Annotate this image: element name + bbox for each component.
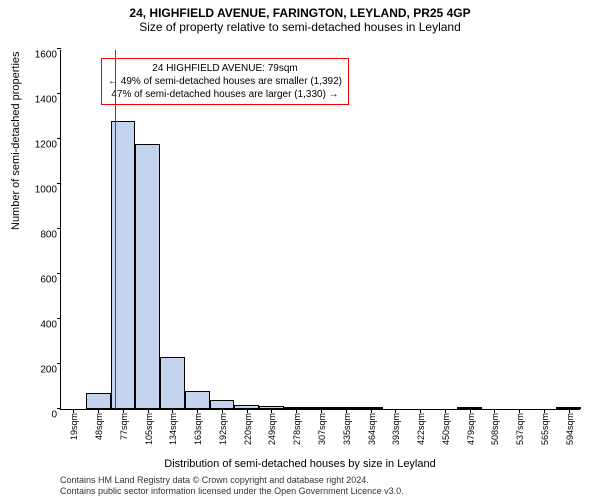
y-tick-label: 200 bbox=[40, 365, 61, 376]
x-tick-label: 220sqm bbox=[241, 413, 253, 445]
annotation-line1: 24 HIGHFIELD AVENUE: 79sqm bbox=[108, 62, 342, 75]
y-tick-label: 1200 bbox=[35, 140, 61, 151]
histogram-bar bbox=[259, 406, 284, 409]
x-tick-label: 393sqm bbox=[389, 413, 401, 445]
property-marker-line bbox=[115, 50, 116, 409]
x-tick-label: 105sqm bbox=[142, 413, 154, 445]
x-tick-label: 537sqm bbox=[513, 413, 525, 445]
x-tick-label: 307sqm bbox=[315, 413, 327, 445]
x-tick-label: 278sqm bbox=[290, 413, 302, 445]
y-tick-label: 600 bbox=[40, 275, 61, 286]
y-tick-label: 400 bbox=[40, 320, 61, 331]
annotation-box: 24 HIGHFIELD AVENUE: 79sqm ← 49% of semi… bbox=[101, 58, 349, 105]
histogram-bar bbox=[309, 407, 334, 409]
x-axis-label: Distribution of semi-detached houses by … bbox=[0, 458, 600, 470]
y-tick-mark bbox=[57, 228, 61, 229]
x-tick-label: 479sqm bbox=[464, 413, 476, 445]
chart-subtitle: Size of property relative to semi-detach… bbox=[0, 20, 600, 34]
y-axis-label: Number of semi-detached properties bbox=[10, 51, 22, 230]
x-tick-label: 19sqm bbox=[67, 413, 79, 440]
x-tick-label: 249sqm bbox=[265, 413, 277, 445]
y-tick-mark bbox=[57, 93, 61, 94]
histogram-bar bbox=[457, 407, 482, 409]
x-tick-label: 594sqm bbox=[563, 413, 575, 445]
chart-title: 24, HIGHFIELD AVENUE, FARINGTON, LEYLAND… bbox=[0, 0, 600, 20]
x-tick-label: 422sqm bbox=[414, 413, 426, 445]
x-tick-label: 77sqm bbox=[117, 413, 129, 440]
y-tick-label: 1400 bbox=[35, 95, 61, 106]
x-tick-label: 192sqm bbox=[216, 413, 228, 445]
histogram-bar bbox=[135, 144, 160, 410]
histogram-bar bbox=[358, 407, 383, 409]
y-tick-label: 1600 bbox=[35, 50, 61, 61]
x-tick-label: 508sqm bbox=[488, 413, 500, 445]
y-tick-mark bbox=[57, 138, 61, 139]
x-tick-label: 134sqm bbox=[166, 413, 178, 445]
annotation-line2: ← 49% of semi-detached houses are smalle… bbox=[108, 75, 342, 88]
histogram-bar bbox=[333, 407, 358, 409]
x-tick-label: 565sqm bbox=[538, 413, 550, 445]
histogram-bar bbox=[210, 400, 235, 409]
histogram-bar bbox=[86, 393, 111, 409]
histogram-bar bbox=[556, 407, 581, 409]
y-tick-label: 1000 bbox=[35, 185, 61, 196]
x-tick-label: 48sqm bbox=[92, 413, 104, 440]
y-tick-mark bbox=[57, 318, 61, 319]
histogram-bar bbox=[284, 407, 309, 409]
y-tick-mark bbox=[57, 273, 61, 274]
histogram-bar bbox=[185, 391, 210, 409]
y-tick-mark bbox=[57, 408, 61, 409]
histogram-bar bbox=[234, 405, 259, 410]
x-tick-label: 450sqm bbox=[439, 413, 451, 445]
footnote: Contains HM Land Registry data © Crown c… bbox=[60, 475, 404, 497]
y-tick-label: 800 bbox=[40, 230, 61, 241]
footnote-line2: Contains public sector information licen… bbox=[60, 486, 404, 497]
x-tick-label: 163sqm bbox=[191, 413, 203, 445]
annotation-line3: 47% of semi-detached houses are larger (… bbox=[108, 88, 342, 101]
chart-plot-area: 24 HIGHFIELD AVENUE: 79sqm ← 49% of semi… bbox=[60, 50, 580, 410]
histogram-bar bbox=[160, 357, 185, 409]
y-tick-label: 0 bbox=[51, 410, 61, 421]
histogram-bar bbox=[111, 121, 136, 409]
x-tick-label: 335sqm bbox=[340, 413, 352, 445]
footnote-line1: Contains HM Land Registry data © Crown c… bbox=[60, 475, 404, 486]
y-tick-mark bbox=[57, 48, 61, 49]
y-tick-mark bbox=[57, 363, 61, 364]
y-tick-mark bbox=[57, 183, 61, 184]
x-tick-label: 364sqm bbox=[365, 413, 377, 445]
